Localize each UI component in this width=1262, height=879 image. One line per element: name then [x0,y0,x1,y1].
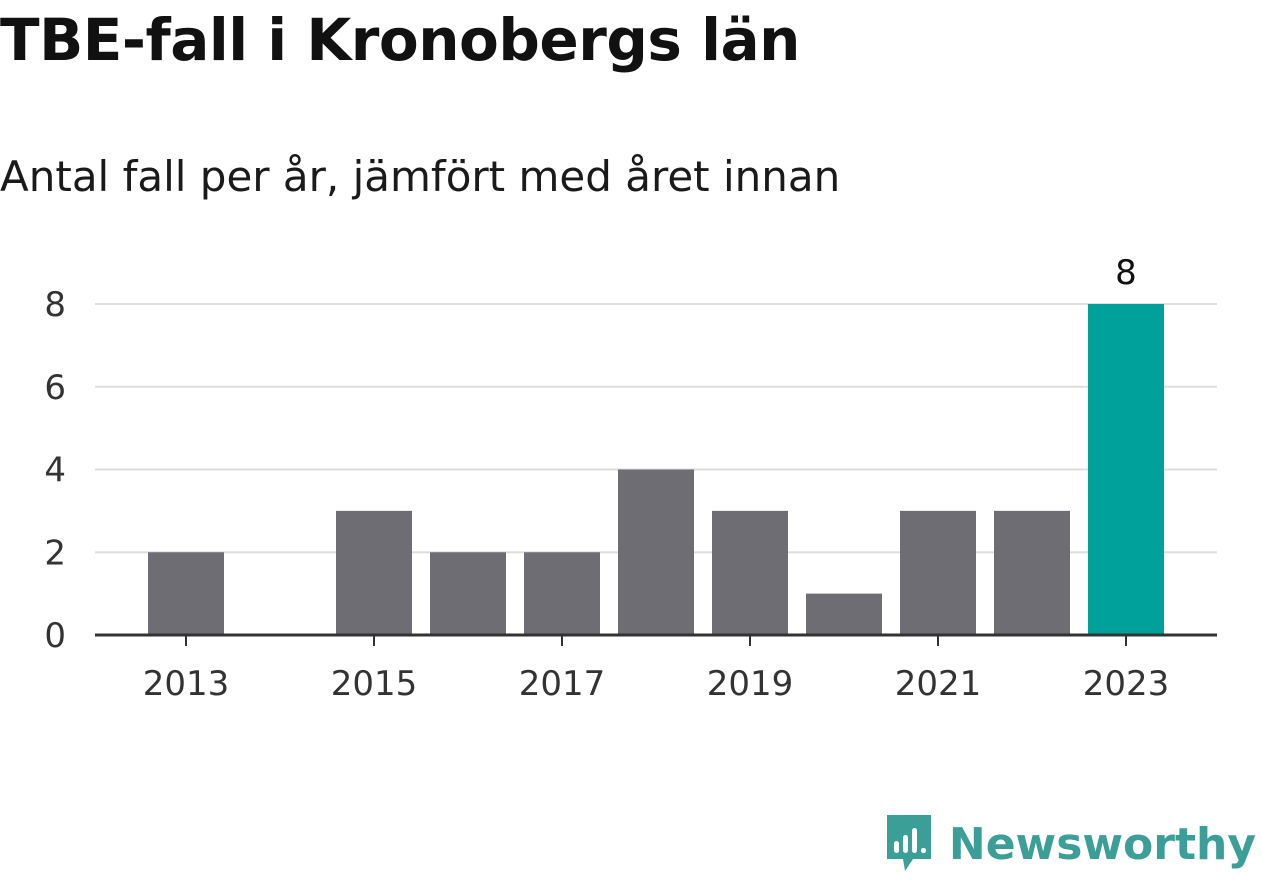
x-tick-label: 2019 [707,664,794,704]
chart-subtitle: Antal fall per år, jämfört med året inna… [0,152,841,201]
x-tick-label: 2017 [519,664,606,704]
y-tick-label: 8 [44,285,66,325]
y-tick-label: 6 [44,368,66,408]
bar-2018 [618,469,694,635]
x-axis [95,633,1217,646]
y-axis-tick-labels: 0 2 4 6 8 [44,285,66,656]
x-tick-label: 2013 [143,664,230,704]
y-tick-label: 2 [44,533,66,573]
bar-2016 [430,552,506,635]
bar-2013 [148,552,224,635]
bar-2017 [524,552,600,635]
bar-2022 [994,510,1070,635]
chart-title: TBE-fall i Kronobergs län [0,6,800,74]
bar-2020 [806,593,882,635]
bars [148,304,1164,635]
bar-2023 [1088,304,1164,635]
y-tick-label: 0 [44,616,66,656]
x-tick-label: 2015 [331,664,418,704]
x-axis-tick-labels: 2013 2015 2017 2019 2021 2023 [143,664,1170,704]
newsworthy-logo-text: Newsworthy [948,818,1256,870]
bar-2021 [900,510,976,635]
x-tick-label: 2021 [895,664,982,704]
x-tick-label: 2023 [1083,664,1170,704]
newsworthy-logo: Newsworthy [885,815,1256,873]
data-label-2023: 8 [1115,253,1137,293]
data-labels: 8 [1115,253,1137,293]
bar-2019 [712,510,788,635]
bar-2015 [336,510,412,635]
y-tick-label: 4 [44,451,66,491]
newsworthy-logo-icon [886,815,931,871]
